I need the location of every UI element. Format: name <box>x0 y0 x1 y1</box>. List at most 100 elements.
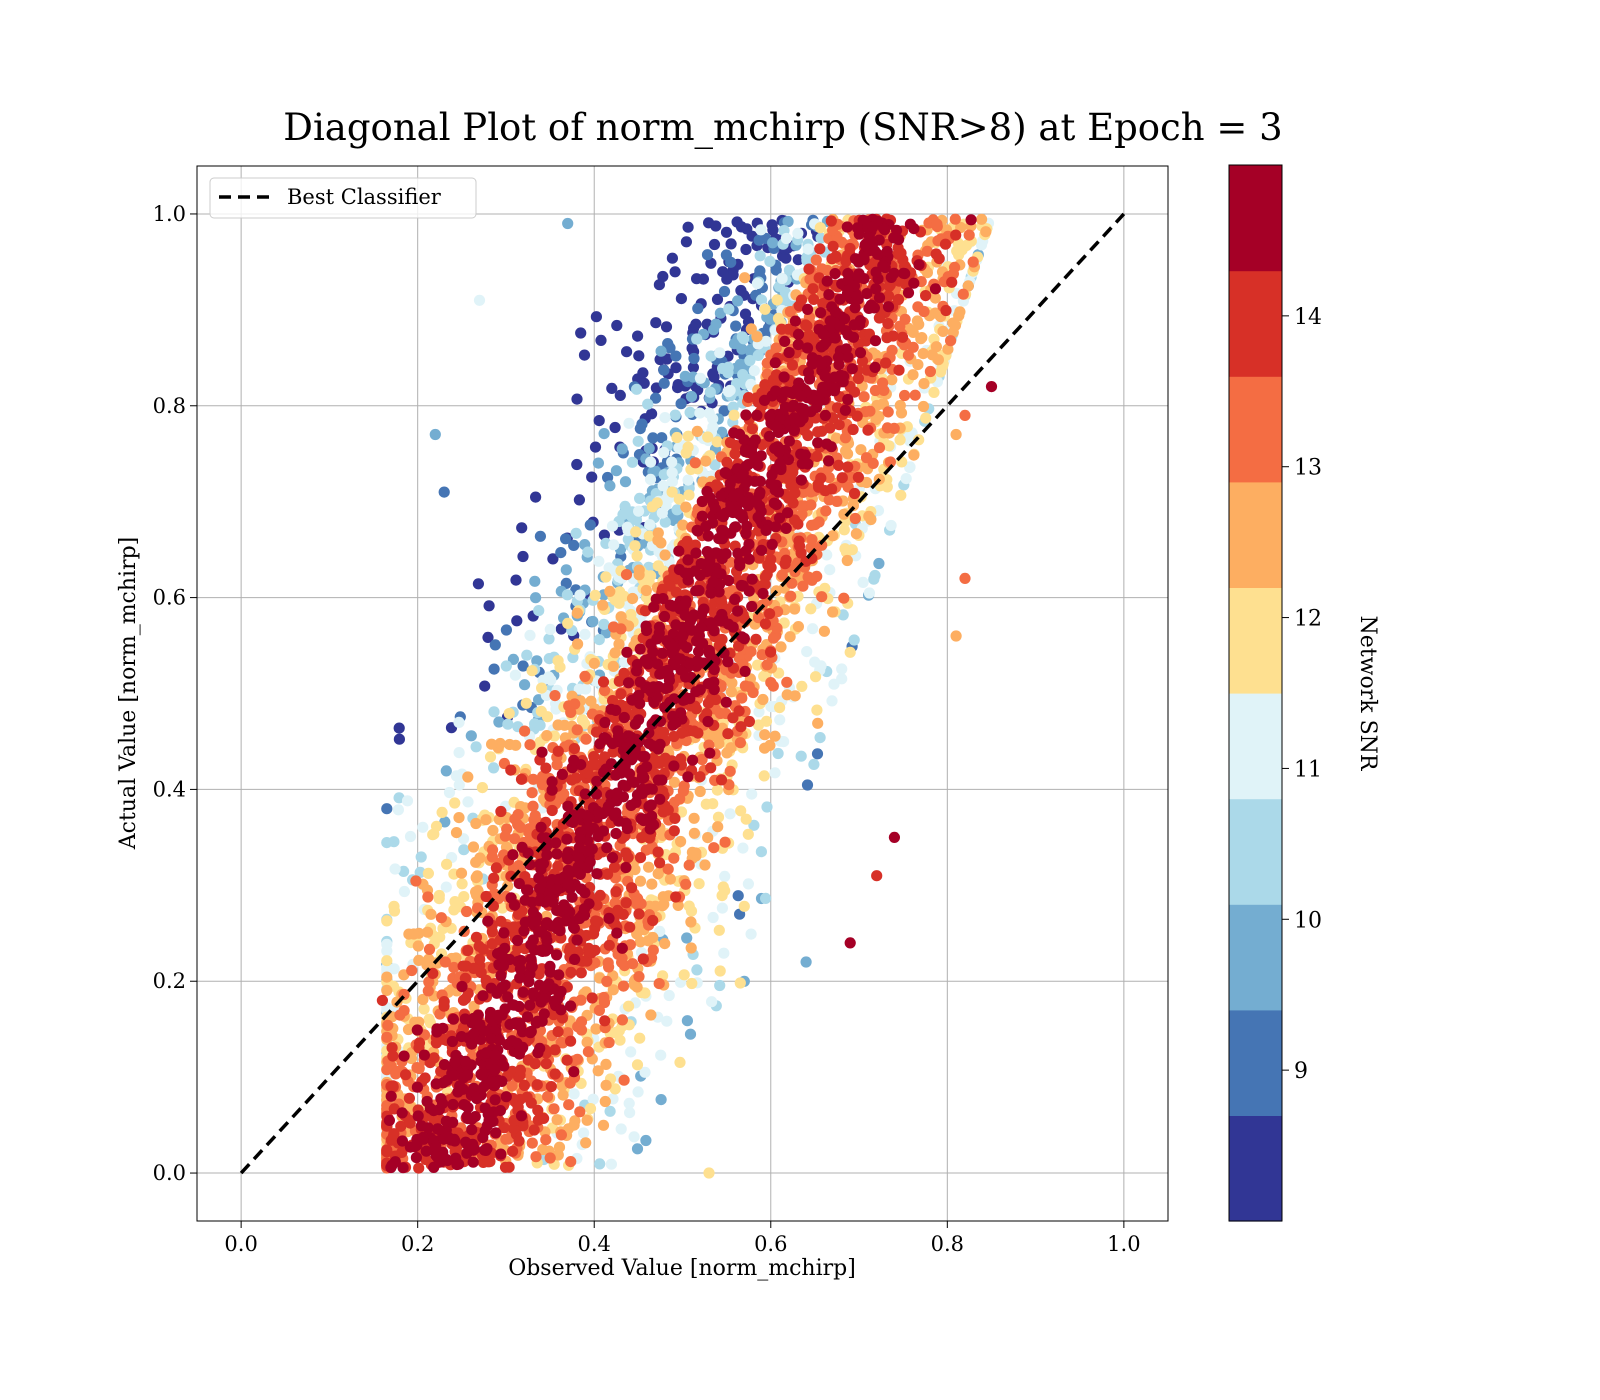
scatter-point <box>502 718 514 730</box>
scatter-point <box>462 944 474 957</box>
scatter-point <box>650 392 662 404</box>
scatter-point <box>659 549 671 561</box>
scatter-point <box>814 222 826 234</box>
scatter-point <box>694 372 707 384</box>
scatter-point <box>578 349 591 361</box>
scatter-point <box>907 341 919 353</box>
scatter-point <box>453 716 465 729</box>
scatter-point <box>670 362 682 374</box>
scatter-point <box>580 1137 592 1149</box>
scatter-point <box>855 444 867 456</box>
scatter-point <box>530 592 542 604</box>
scatter-point <box>857 576 869 589</box>
scatter-point <box>714 347 726 359</box>
scatter-point <box>680 447 692 459</box>
scatter-point <box>502 1133 514 1145</box>
scatter-point <box>658 726 670 738</box>
scatter-point <box>530 491 542 503</box>
scatter-point <box>582 546 594 558</box>
scatter-point <box>623 1000 635 1012</box>
scatter-point <box>841 554 853 567</box>
scatter-point <box>786 401 798 413</box>
scatter-point <box>760 715 773 727</box>
scatter-point <box>985 381 998 393</box>
scatter-point <box>811 704 823 716</box>
scatter-point <box>720 467 733 480</box>
scatter-point <box>850 528 863 540</box>
scatter-point <box>381 1031 393 1043</box>
scatter-point <box>534 530 547 542</box>
scatter-point <box>833 459 845 471</box>
scatter-point <box>520 697 532 709</box>
scatter-point <box>412 1110 424 1122</box>
scatter-point <box>795 750 807 762</box>
scatter-point <box>613 1025 625 1037</box>
scatter-point <box>728 490 740 502</box>
scatter-point <box>618 1074 630 1086</box>
scatter-point <box>883 290 895 302</box>
scatter-point <box>707 798 719 810</box>
scatter-point <box>685 916 697 928</box>
scatter-point <box>417 993 429 1006</box>
scatter-point <box>800 956 812 968</box>
scatter-point <box>764 313 776 325</box>
scatter-point <box>743 681 755 693</box>
scatter-point <box>411 1139 423 1151</box>
scatter-point <box>689 457 701 469</box>
scatter-point <box>441 858 453 870</box>
scatter-point <box>637 367 649 379</box>
scatter-point <box>939 238 952 250</box>
scatter-point <box>647 432 659 444</box>
scatter-point <box>664 873 677 885</box>
scatter-point <box>584 1103 597 1115</box>
scatter-point <box>701 249 714 261</box>
scatter-point <box>759 729 771 741</box>
scatter-point <box>899 268 911 280</box>
scatter-point <box>607 660 619 672</box>
scatter-point <box>480 890 492 903</box>
scatter-point <box>662 863 674 875</box>
scatter-point <box>778 371 790 383</box>
scatter-point <box>456 878 468 890</box>
scatter-point <box>552 745 564 757</box>
scatter-point <box>430 820 443 832</box>
scatter-point <box>600 1058 612 1070</box>
scatter-point <box>669 812 681 825</box>
scatter-point <box>626 592 639 605</box>
scatter-point <box>869 335 882 347</box>
scatter-point <box>581 1114 593 1126</box>
scatter-point <box>792 254 804 266</box>
scatter-point <box>902 287 915 299</box>
scatter-point <box>434 931 446 943</box>
scatter-point <box>682 221 694 233</box>
scatter-point <box>608 539 620 551</box>
scatter-point <box>769 767 781 779</box>
scatter-point <box>908 449 920 461</box>
scatter-point <box>643 800 655 813</box>
scatter-point <box>447 1098 459 1111</box>
scatter-point <box>620 897 632 909</box>
scatter-point <box>691 524 703 536</box>
scatter-point <box>387 1050 399 1062</box>
scatter-point <box>670 891 682 903</box>
scatter-point <box>575 1016 588 1028</box>
scatter-point <box>508 921 520 933</box>
scatter-point <box>704 386 716 398</box>
scatter-point <box>500 624 512 636</box>
scatter-point <box>506 1145 519 1157</box>
scatter-point <box>821 549 833 561</box>
scatter-point <box>535 821 547 833</box>
scatter-point <box>462 771 474 783</box>
scatter-point <box>716 902 729 914</box>
scatter-point <box>413 954 425 967</box>
scatter-point <box>639 654 651 667</box>
scatter-point <box>634 492 646 504</box>
scatter-point <box>565 706 577 719</box>
scatter-point <box>748 365 760 377</box>
scatter-point <box>813 516 825 528</box>
scatter-point <box>770 498 783 511</box>
scatter-point <box>579 788 591 800</box>
scatter-point <box>792 227 804 239</box>
scatter-point <box>736 343 748 355</box>
scatter-point <box>531 1079 543 1091</box>
